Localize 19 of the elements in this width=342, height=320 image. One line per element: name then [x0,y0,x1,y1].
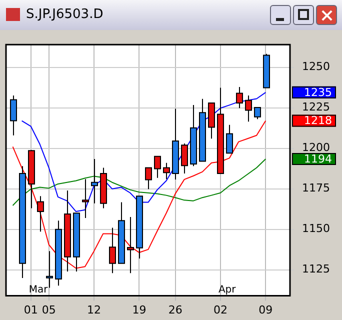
annotation: Mar [28,284,49,296]
y-tick-label: 1200 [302,141,330,154]
x-tick-label: 26 [168,303,182,316]
x-tick-label: 19 [132,303,146,316]
text: 1235 [304,86,332,99]
x-tick-label: 09 [258,303,273,316]
chart-title: S.JP.J6503.D [26,7,104,22]
y-tick-label: 1225 [302,100,330,114]
text: 1194 [304,152,332,166]
annotation: Apr [218,284,237,296]
x-tick-label: 05 [42,303,56,316]
y-tick-label: 1250 [302,60,330,74]
x-tick-label: 01 [24,303,38,316]
text: 1218 [304,114,332,128]
y-tick-label: 1175 [302,182,330,195]
y-tick-label: 1150 [302,222,330,236]
y-tick-label: 1125 [302,262,330,276]
x-tick-label: 12 [87,303,102,316]
x-tick-label: 02 [213,303,228,316]
